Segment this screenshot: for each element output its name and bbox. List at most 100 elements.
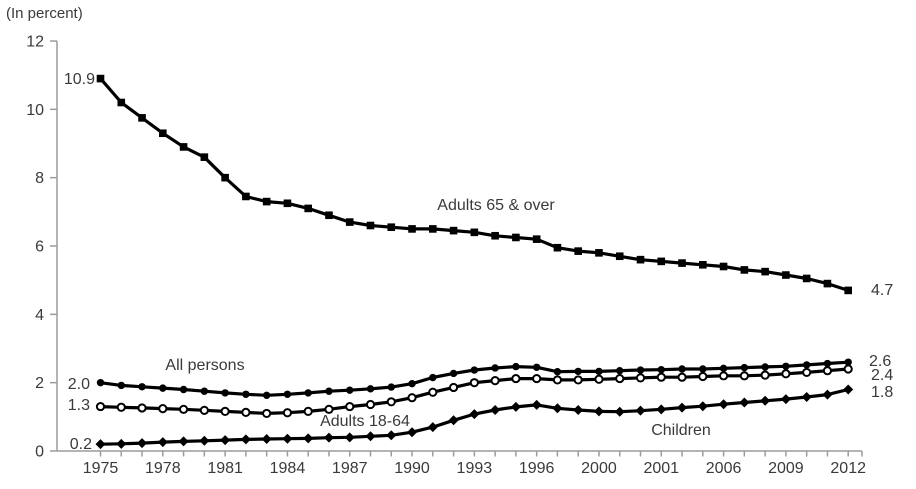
marker-circle-filled: [366, 385, 375, 393]
marker-square: [657, 257, 666, 266]
marker-circle-filled: [595, 367, 603, 376]
marker-circle-filled: [262, 391, 271, 400]
marker-square: [782, 271, 790, 279]
marker-square: [636, 255, 645, 264]
marker-circle-filled: [678, 365, 686, 373]
marker-square: [823, 279, 832, 288]
marker-circle-open: [407, 393, 417, 403]
marker-diamond: [573, 405, 584, 415]
series-adults-65-over: [96, 74, 852, 295]
marker-circle-open: [677, 372, 687, 382]
marker-circle-open: [594, 374, 604, 384]
marker-square: [325, 211, 333, 220]
marker-circle-filled: [823, 359, 832, 368]
marker-circle-open: [511, 373, 521, 384]
marker-diamond: [95, 439, 106, 450]
marker-square: [740, 266, 749, 274]
marker-circle-filled: [761, 363, 769, 371]
marker-square: [345, 218, 354, 226]
marker-circle-filled: [242, 390, 250, 398]
marker-square: [595, 249, 603, 257]
marker-square: [615, 252, 624, 261]
marker-square: [761, 267, 769, 276]
marker-diamond: [344, 432, 355, 443]
series-adults-18-64: [95, 364, 853, 419]
marker-square: [491, 231, 499, 240]
marker-circle-filled: [491, 364, 499, 372]
marker-circle-filled: [387, 383, 395, 391]
y-tick-label: 12: [26, 34, 44, 51]
marker-circle-open: [781, 369, 791, 379]
marker-circle-filled: [200, 387, 209, 395]
x-tick-label: 2006: [706, 460, 742, 477]
value-label: 1.3: [68, 397, 90, 414]
marker-circle-open: [282, 408, 293, 418]
marker-circle-filled: [408, 379, 416, 388]
marker-circle-filled: [179, 385, 188, 394]
marker-diamond: [635, 405, 646, 416]
x-tick-label: 1975: [83, 460, 119, 477]
marker-circle-open: [802, 367, 812, 378]
marker-diamond: [282, 433, 293, 444]
marker-circle-filled: [782, 362, 790, 370]
y-tick-label: 6: [35, 239, 44, 256]
marker-circle-open: [739, 371, 749, 381]
marker-circle-open: [365, 399, 376, 410]
x-tick-label: 1978: [145, 460, 181, 477]
marker-diamond: [199, 435, 210, 446]
marker-circle-filled: [96, 378, 105, 387]
marker-circle-open: [116, 402, 126, 412]
marker-diamond: [801, 392, 812, 403]
marker-square: [179, 143, 188, 151]
marker-circle-filled: [802, 361, 811, 369]
value-label: 4.7: [871, 282, 893, 299]
marker-circle-open: [428, 387, 438, 397]
marker-circle-filled: [636, 366, 645, 374]
value-label: 10.9: [64, 71, 95, 88]
marker-square: [699, 260, 707, 269]
series-label-adults-65-over: Adults 65 & over: [437, 197, 555, 214]
series-all-persons: [96, 358, 852, 400]
x-tick-label: 1984: [270, 460, 306, 477]
marker-circle-open: [137, 403, 147, 413]
marker-square: [283, 199, 292, 208]
series-line-adults-65-over: [99, 77, 849, 292]
marker-diamond: [677, 402, 688, 413]
marker-square: [553, 243, 562, 252]
marker-circle-open: [95, 401, 106, 412]
marker-circle-open: [178, 404, 189, 414]
marker-diamond: [718, 399, 729, 410]
marker-square: [304, 204, 312, 213]
marker-circle-open: [158, 404, 168, 414]
marker-circle-open: [220, 406, 230, 416]
marker-square: [532, 235, 541, 243]
marker-circle-open: [241, 407, 251, 417]
marker-square: [574, 247, 582, 255]
marker-circle-open: [718, 371, 729, 381]
marker-diamond: [240, 434, 251, 445]
marker-circle-open: [843, 364, 853, 374]
marker-circle-filled: [449, 369, 458, 378]
marker-circle-filled: [719, 364, 728, 373]
marker-diamond: [178, 436, 189, 447]
marker-circle-filled: [512, 362, 520, 371]
marker-square: [844, 286, 852, 295]
marker-square: [470, 228, 479, 237]
marker-circle-filled: [138, 383, 146, 391]
marker-diamond: [303, 433, 314, 444]
marker-diamond: [593, 406, 604, 417]
marker-square: [802, 274, 811, 283]
marker-square: [159, 129, 167, 138]
marker-circle-filled: [553, 368, 562, 376]
marker-diamond: [656, 404, 667, 415]
marker-circle-open: [760, 370, 770, 380]
marker-circle-filled: [574, 367, 582, 376]
marker-diamond: [427, 422, 438, 433]
marker-circle-filled: [740, 363, 749, 372]
series-label-children: Children: [651, 422, 711, 439]
marker-circle-filled: [616, 367, 624, 375]
marker-circle-open: [698, 371, 708, 382]
series-label-all-persons: All persons: [165, 357, 244, 374]
marker-circle-filled: [470, 366, 479, 374]
